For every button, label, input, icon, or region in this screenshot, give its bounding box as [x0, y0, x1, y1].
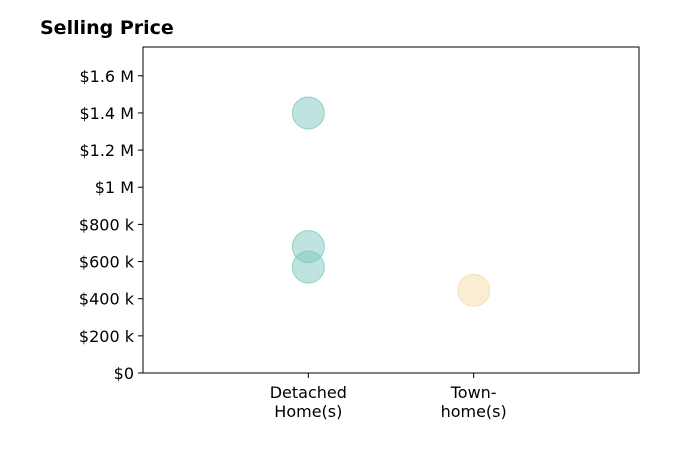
y-tick-label: $400 k [79, 290, 135, 309]
point [457, 273, 491, 307]
y-tick-label: $200 k [79, 327, 135, 346]
x-tick-label: Town-home(s) [441, 383, 507, 421]
x-tick-label: Detached Home(s) [270, 383, 347, 421]
chart-title: Selling Price [40, 17, 174, 39]
point [291, 250, 325, 284]
point [291, 96, 325, 130]
y-tick-label: $0 [114, 364, 134, 383]
plot-frame [142, 46, 640, 374]
y-tick-label: $1.6 M [79, 67, 134, 86]
y-tick-label: $600 k [79, 253, 135, 272]
y-tick-label: $1 M [95, 178, 134, 197]
y-tick-label: $800 k [79, 215, 135, 234]
y-tick-label: $1.4 M [79, 104, 134, 123]
y-tick-label: $1.2 M [79, 141, 134, 160]
